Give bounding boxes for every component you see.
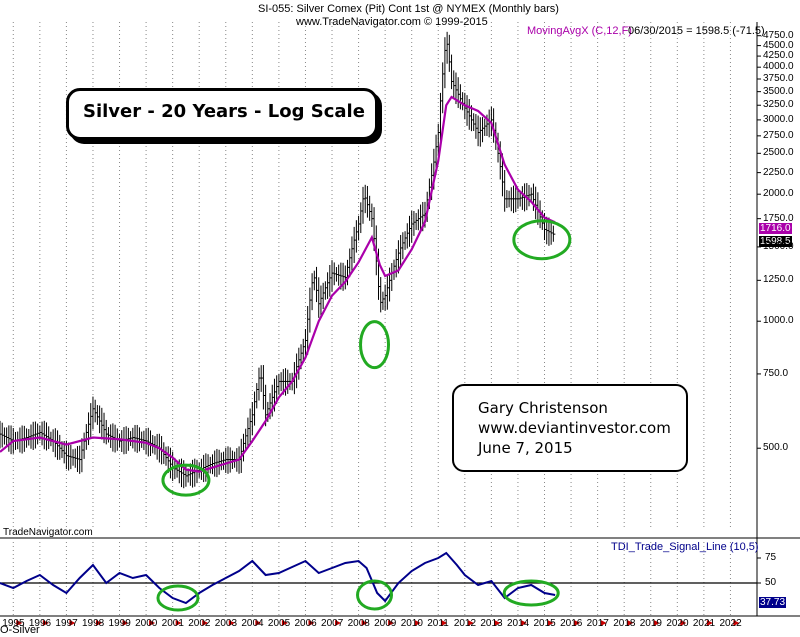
period-arrow-marker [308,620,315,626]
price-tick-label: 3500.0 [763,85,794,97]
year-tick-label: 2011 [427,618,449,629]
highlight-circle [512,219,572,261]
title-box: Silver - 20 Years - Log Scale [66,88,378,140]
period-arrow-marker [547,620,554,626]
price-tick-label: 1000.0 [763,315,794,327]
year-tick-label: 2005 [267,618,291,629]
price-tick-label: 3250.0 [763,99,794,111]
price-tick-label: 2250.0 [763,166,794,178]
year-tick-label: 2001 [161,618,184,629]
moving-average-line [0,95,556,473]
credit-name: Gary Christenson [478,399,608,417]
year-tick-label: 2002 [188,618,211,629]
indicator-label: MovingAvgX (C,12,F) [527,25,632,37]
price-tick-label: 1500.0 [763,240,794,252]
period-arrow-marker [69,620,76,626]
year-tick-label: 2017 [586,618,609,629]
year-tick-label: 2016 [560,618,583,629]
year-tick-label: 1999 [108,618,131,629]
period-arrow-marker [175,620,182,626]
credit-site: www.deviantinvestor.com [478,419,671,437]
period-arrow-marker [520,620,527,626]
period-arrow-marker [361,620,368,626]
year-tick-label: 2022 [719,618,742,629]
year-tick-label: 2004 [241,618,264,629]
credit-box: Gary Christenson www.deviantinvestor.com… [452,384,688,472]
tdi-signal-line [0,551,556,605]
tdi-value-tag: 37.73 [759,597,787,608]
period-arrow-marker [680,620,687,626]
price-tick-label: 4000.0 [763,61,794,73]
year-tick-label: 1996 [28,618,52,629]
period-arrow-marker [733,620,740,626]
period-arrow-marker [653,620,660,626]
period-arrow-marker [388,620,395,626]
tdi-label: TDI_Trade_Signal_Line (10,5) [611,541,759,553]
period-arrow-marker [494,620,501,626]
highlight-circle [356,579,394,611]
highlight-circle [161,463,211,497]
period-arrow-marker [228,620,235,626]
period-arrow-marker [335,620,342,626]
price-tick-label: 500.0 [763,442,789,454]
price-tick-label: 2000.0 [763,188,794,200]
year-tick-label: 1998 [81,618,105,629]
year-tick-label: 2020 [666,618,689,629]
year-tick-label: 2013 [480,618,503,629]
highlight-circle [502,579,560,607]
price-tick-label: 4750.0 [763,29,794,41]
highlight-circle [156,584,200,612]
period-arrow-marker [706,620,713,626]
period-arrow-marker [414,620,421,626]
bottom-label: O-Silver [0,624,40,636]
chart-header-title: SI-055: Silver Comex (Pit) Cont 1st @ NY… [258,3,559,15]
year-tick-label: 2007 [321,618,344,629]
year-tick-label: 2018 [613,618,636,629]
period-arrow-marker [281,620,288,626]
price-tick-label: 1250.0 [763,274,794,286]
period-arrow-marker [627,620,634,626]
highlight-circle [359,320,391,370]
year-tick-label: 1995 [2,618,25,629]
year-tick-label: 2015 [533,618,556,629]
price-tick-label: 4250.0 [763,50,794,62]
period-arrow-marker [149,620,156,626]
period-arrow-marker [467,620,474,626]
year-tick-label: 2010 [400,618,423,629]
chart-header-copyright: www.TradeNavigator.com © 1999-2015 [296,16,488,28]
year-tick-label: 2012 [453,618,477,629]
credit-date: June 7, 2015 [478,439,573,457]
period-arrow-marker [42,620,49,626]
year-tick-label: 2008 [347,618,370,629]
period-arrow-marker [441,620,448,626]
price-tick-label: 2750.0 [763,129,794,141]
year-tick-label: 1997 [55,618,78,629]
price-tick-label: 750.0 [763,367,789,379]
period-arrow-marker [202,620,209,626]
tdi-tick-label: 50 [765,577,777,588]
year-tick-label: 2006 [294,618,317,629]
period-arrow-marker [600,620,607,626]
year-tick-label: 2000 [135,618,158,629]
price-tick-label: 1750.0 [763,212,794,224]
price-tick-label: 4500.0 [763,39,794,51]
watermark: TradeNavigator.com [3,527,93,538]
ma-value-tag: 1716.0 [759,223,792,234]
period-arrow-marker [16,620,23,626]
year-tick-label: 2019 [639,618,662,629]
period-arrow-marker [122,620,129,626]
price-tick-label: 2500.0 [763,147,794,159]
price-tick-label: 3750.0 [763,73,794,84]
close-value-tag: 1598.5 [759,236,792,247]
last-value-label: 06/30/2015 = 1598.5 (-71.5) [628,25,765,37]
year-tick-label: 2009 [374,618,397,629]
tdi-tick-label: 75 [765,552,777,563]
year-tick-label: 2014 [506,618,530,629]
year-tick-label: 2003 [214,618,238,629]
period-arrow-marker [95,620,102,626]
period-arrow-marker [255,620,262,626]
year-tick-label: 2021 [692,618,716,629]
price-tick-label: 3000.0 [763,113,794,125]
period-arrow-marker [574,620,581,626]
